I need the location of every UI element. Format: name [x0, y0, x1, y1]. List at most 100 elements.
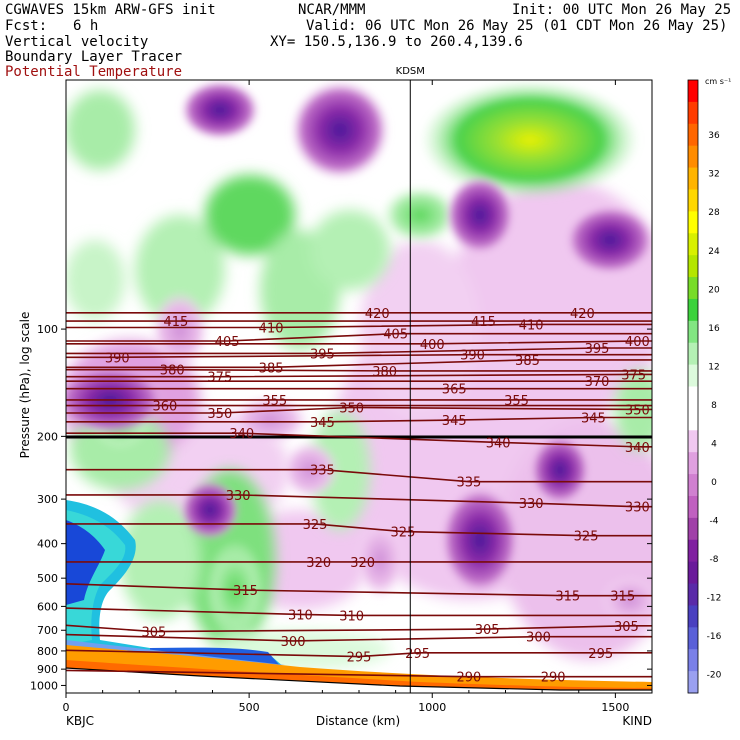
theta-label: 345: [442, 414, 467, 429]
theta-label: 330: [519, 497, 544, 512]
kdsm-label: KDSM: [396, 66, 425, 77]
theta-label: 410: [519, 318, 544, 333]
colorbar-tick-label: 4: [711, 439, 717, 449]
colorbar-tick-label: 20: [708, 285, 720, 295]
theta-label: 365: [442, 383, 467, 398]
theta-contour-295: [66, 649, 652, 658]
x-tick-label: 1000: [418, 701, 446, 714]
theta-contour-305: [66, 624, 652, 633]
theta-label: 385: [259, 361, 284, 376]
theta-label: 350: [207, 407, 232, 422]
colorbar-tick-label: 12: [708, 362, 719, 372]
theta-label: 310: [288, 608, 313, 623]
colorbar-swatch: [688, 277, 698, 300]
model-title: CGWAVES 15km ARW-GFS init: [5, 2, 216, 18]
theta-label: 345: [310, 416, 335, 431]
theta-label: 340: [486, 436, 511, 451]
theta-contour-395: [66, 347, 652, 355]
theta-contour-325: [66, 523, 652, 537]
y-tick-label: 900: [37, 663, 58, 676]
theta-label: 350: [339, 402, 364, 417]
x-tick-label: 0: [63, 701, 70, 714]
theta-label: 290: [456, 671, 481, 686]
x-axis-label: Distance (km): [316, 714, 400, 728]
theta-label: 325: [391, 526, 416, 541]
theta-contour-335: [66, 468, 652, 483]
theta-label: 395: [310, 347, 335, 362]
theta-label: 340: [625, 441, 650, 456]
y-axis-label: Pressure (hPa), log scale: [18, 312, 32, 459]
theta-label: 300: [281, 635, 306, 650]
colorbar-swatch: [688, 101, 698, 125]
theta-contour-410: [66, 323, 652, 329]
colorbar-tick-label: 0: [711, 478, 717, 488]
theta-label: 305: [141, 626, 166, 641]
theta-contour-400: [66, 340, 652, 345]
theta-label: 330: [226, 489, 251, 504]
colorbar-tick-label: -12: [707, 594, 722, 604]
colorbar-swatch: [688, 452, 698, 475]
fcst-value: 6 h: [73, 18, 99, 34]
theta-label: 405: [215, 335, 240, 350]
y-tick-label: 700: [37, 624, 58, 637]
valid-time: Valid: 06 UTC Mon 26 May 25 (01 CDT Mon …: [306, 18, 728, 34]
colorbar-swatch: [688, 298, 698, 322]
right-station-label: KIND: [622, 714, 652, 728]
theta-contour-labels: 420 420 415 415 410 410 405 405 400 400 395 395 390 3…: [105, 307, 650, 686]
theta-label: 420: [570, 307, 595, 322]
theta-label: 295: [347, 651, 372, 666]
theta-contour-345: [66, 416, 652, 423]
colorbar-tick-label: -4: [710, 516, 719, 526]
vertical-velocity-field: 420 420 415 415 410 410 405 405 400 400 395 395 390 3…: [66, 80, 652, 693]
colorbar-swatch: [688, 671, 698, 694]
theta-label: 390: [105, 351, 130, 366]
colorbar-swatch: [688, 167, 698, 190]
theta-label: 320: [306, 556, 331, 571]
colorbar-tick-label: 36: [708, 131, 720, 141]
colorbar-swatch: [688, 474, 698, 497]
theta-contour-380: [66, 368, 652, 372]
colorbar-unit: cm s⁻¹: [705, 77, 731, 86]
theta-label: 305: [614, 620, 639, 635]
field-boundary-layer-tracer: Boundary Layer Tracer: [5, 49, 183, 65]
theta-contour-385: [66, 359, 652, 369]
theta-contour-405: [66, 332, 652, 342]
init-time: Init: 00 UTC Mon 26 May 25: [512, 2, 732, 18]
colorbar-swatch: [688, 583, 698, 606]
field-potential-temperature: Potential Temperature: [5, 64, 183, 80]
colorbar-swatch: [688, 561, 698, 585]
y-tick-label: 400: [37, 538, 58, 551]
theta-contour-310: [66, 607, 652, 617]
theta-label: 290: [541, 671, 566, 686]
theta-label: 355: [262, 394, 287, 409]
colorbar-swatch: [688, 123, 698, 147]
theta-label: 335: [310, 464, 335, 479]
theta-contour-340: [66, 432, 652, 448]
theta-label: 415: [471, 315, 496, 330]
x-tick-label: 500: [239, 701, 260, 714]
theta-label: 410: [259, 322, 284, 337]
theta-label: 395: [585, 342, 610, 357]
theta-label: 360: [152, 400, 177, 415]
theta-label: 330: [625, 501, 650, 516]
colorbar-swatch: [688, 364, 698, 387]
xy-section: XY= 150.5,136.9 to 260.4,139.6: [270, 34, 523, 50]
theta-label: 415: [163, 315, 188, 330]
y-tick-label: 1000: [30, 679, 58, 692]
colorbar-swatch: [688, 342, 698, 366]
fcst-label: Fcst:: [5, 18, 48, 34]
colorbar-swatch: [688, 255, 698, 278]
y-tick-label: 500: [37, 572, 58, 585]
theta-label: 380: [160, 364, 185, 379]
theta-label: 400: [420, 338, 445, 353]
colorbar-swatch: [688, 495, 698, 519]
theta-label: 405: [383, 328, 408, 343]
y-tick-label: 800: [37, 645, 58, 658]
theta-contours: [66, 312, 652, 678]
colorbar-tick-label: 8: [711, 401, 717, 411]
theta-contour-375: [66, 373, 652, 378]
theta-label: 380: [372, 365, 397, 380]
colorbar-swatch: [688, 386, 698, 409]
colorbar-swatch: [688, 320, 698, 344]
